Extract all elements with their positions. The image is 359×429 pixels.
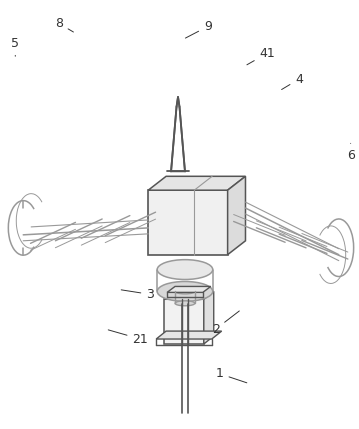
Ellipse shape xyxy=(157,260,213,279)
Ellipse shape xyxy=(157,281,213,301)
Text: 41: 41 xyxy=(247,47,275,65)
Text: 4: 4 xyxy=(281,73,303,90)
Bar xyxy=(164,299,204,344)
Ellipse shape xyxy=(175,301,195,306)
Text: 1: 1 xyxy=(216,367,247,383)
Polygon shape xyxy=(148,176,246,190)
Polygon shape xyxy=(156,331,222,339)
Polygon shape xyxy=(167,287,211,293)
Polygon shape xyxy=(171,97,185,171)
Polygon shape xyxy=(204,291,214,344)
Text: 9: 9 xyxy=(186,20,212,38)
Text: 2: 2 xyxy=(212,311,239,335)
Text: 3: 3 xyxy=(121,288,154,301)
Polygon shape xyxy=(228,176,246,255)
Polygon shape xyxy=(164,291,214,299)
Bar xyxy=(148,190,228,255)
Text: 8: 8 xyxy=(55,17,73,32)
Ellipse shape xyxy=(175,289,195,294)
Text: 6: 6 xyxy=(347,143,355,162)
Text: 5: 5 xyxy=(11,37,19,56)
Text: 21: 21 xyxy=(108,330,148,345)
